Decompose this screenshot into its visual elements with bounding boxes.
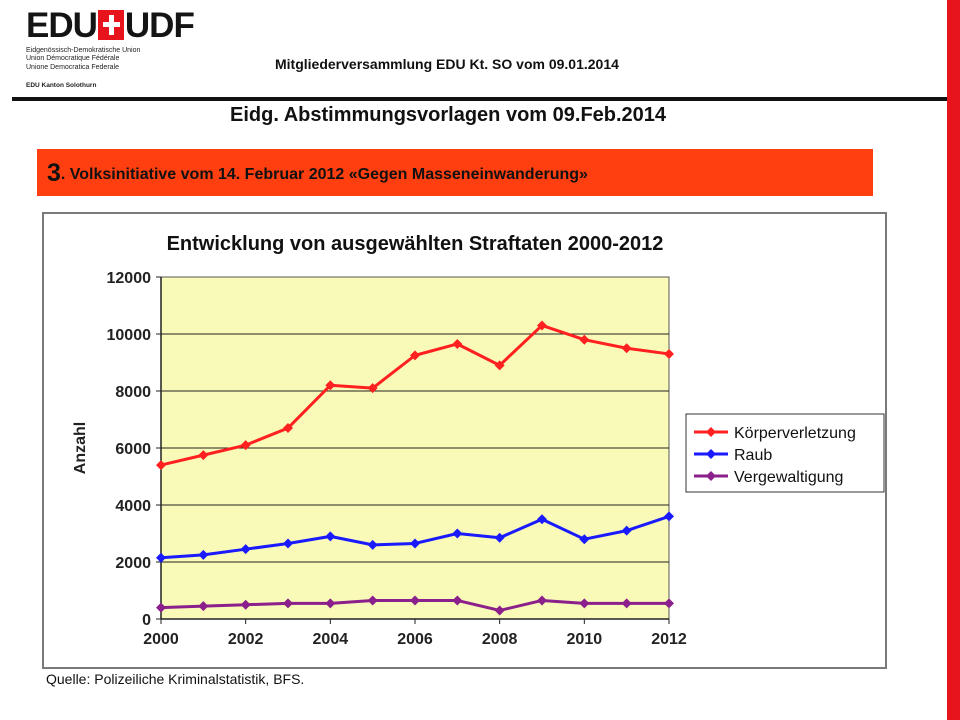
x-tick-label: 2004	[313, 631, 349, 648]
banner-label: . Volksinitiative vom 14. Februar 2012 «…	[60, 166, 588, 183]
data-point	[579, 534, 590, 545]
data-point	[537, 595, 547, 606]
data-point	[537, 320, 547, 331]
y-tick-label: 12000	[107, 270, 152, 287]
data-point	[283, 423, 293, 434]
data-point	[452, 338, 463, 349]
logo-kanton: EDU Kanton Solothurn	[26, 82, 97, 89]
logo-wordmark-left: EDU	[26, 6, 98, 45]
slide-title: Eidg. Abstimmungsvorlagen vom 09.Feb.201…	[230, 104, 667, 126]
data-point	[621, 525, 632, 536]
x-tick-label: 2010	[567, 631, 603, 648]
data-point	[494, 532, 505, 543]
data-point	[410, 538, 420, 549]
data-point	[410, 595, 420, 606]
legend-label: Körperverletzung	[734, 425, 856, 442]
edu-udf-logo: EDU UDF Eidgenössisch-Demokratische Union…	[26, 4, 196, 90]
legend-label: Vergewaltigung	[734, 469, 843, 486]
data-point	[621, 598, 632, 609]
x-tick-label: 2006	[397, 631, 433, 648]
x-tick-label: 2008	[482, 631, 518, 648]
data-point	[283, 598, 293, 609]
line-chart: Entwicklung von ausgewählten Straftaten …	[72, 233, 885, 648]
y-axis-label: Anzahl	[72, 422, 89, 474]
logo-line: Unione Democratica Federale	[26, 63, 119, 71]
legend-swatch-marker	[706, 427, 716, 437]
legend-swatch-marker	[706, 449, 716, 459]
y-tick-label: 8000	[115, 384, 151, 401]
data-point	[664, 511, 674, 522]
x-tick-label: 2000	[143, 631, 179, 648]
chart-source: Quelle: Polizeiliche Kriminalstatistik, …	[46, 671, 305, 687]
right-accent-bar	[947, 0, 960, 720]
x-tick-label: 2012	[651, 631, 687, 648]
data-point	[579, 334, 590, 345]
data-point	[410, 350, 420, 361]
data-point	[537, 514, 547, 525]
data-point	[240, 544, 251, 555]
meeting-subtitle: Mitgliederversammlung EDU Kt. SO vom 09.…	[275, 56, 619, 72]
data-point	[156, 552, 166, 563]
y-tick-label: 6000	[115, 441, 151, 458]
data-point	[494, 360, 505, 371]
y-tick-label: 0	[142, 612, 151, 629]
data-point	[452, 595, 463, 606]
data-point	[664, 598, 674, 609]
data-point	[367, 539, 378, 550]
data-point	[198, 549, 209, 560]
swiss-cross-icon	[97, 10, 124, 40]
data-point	[198, 450, 209, 461]
chart-title: Entwicklung von ausgewählten Straftaten …	[167, 233, 664, 255]
data-point	[325, 531, 336, 542]
data-point	[452, 528, 463, 539]
data-point	[325, 380, 336, 391]
data-point	[198, 601, 209, 612]
data-point	[240, 599, 251, 610]
data-point	[621, 343, 632, 354]
chart-frame: Entwicklung von ausgewählten Straftaten …	[42, 212, 887, 669]
header-divider	[12, 97, 947, 101]
data-point	[664, 348, 674, 359]
legend-label: Raub	[734, 447, 772, 464]
data-point	[367, 383, 378, 394]
banner-text: 3. Volksinitiative vom 14. Februar 2012 …	[47, 159, 588, 188]
data-point	[240, 440, 251, 451]
x-tick-label: 2002	[228, 631, 264, 648]
y-tick-label: 2000	[115, 555, 151, 572]
y-tick-label: 4000	[115, 498, 151, 515]
banner-number: 3	[47, 159, 61, 187]
data-point	[494, 605, 505, 616]
logo-party-names: Eidgenössisch-Demokratische Union Union …	[26, 47, 140, 72]
logo-wordmark: EDU UDF	[26, 4, 195, 48]
logo-wordmark-right: UDF	[124, 6, 195, 45]
initiative-banner: 3. Volksinitiative vom 14. Februar 2012 …	[37, 149, 873, 196]
logo-line: Eidgenössisch-Demokratische Union	[26, 47, 141, 54]
legend-swatch-marker	[706, 471, 716, 481]
logo-line: Union Démocratique Fédérale	[26, 55, 120, 63]
data-point	[325, 598, 336, 609]
y-tick-label: 10000	[107, 327, 152, 344]
data-point	[579, 598, 590, 609]
data-point	[156, 602, 166, 613]
data-point	[283, 538, 293, 549]
data-point	[156, 460, 166, 471]
data-point	[367, 595, 378, 606]
